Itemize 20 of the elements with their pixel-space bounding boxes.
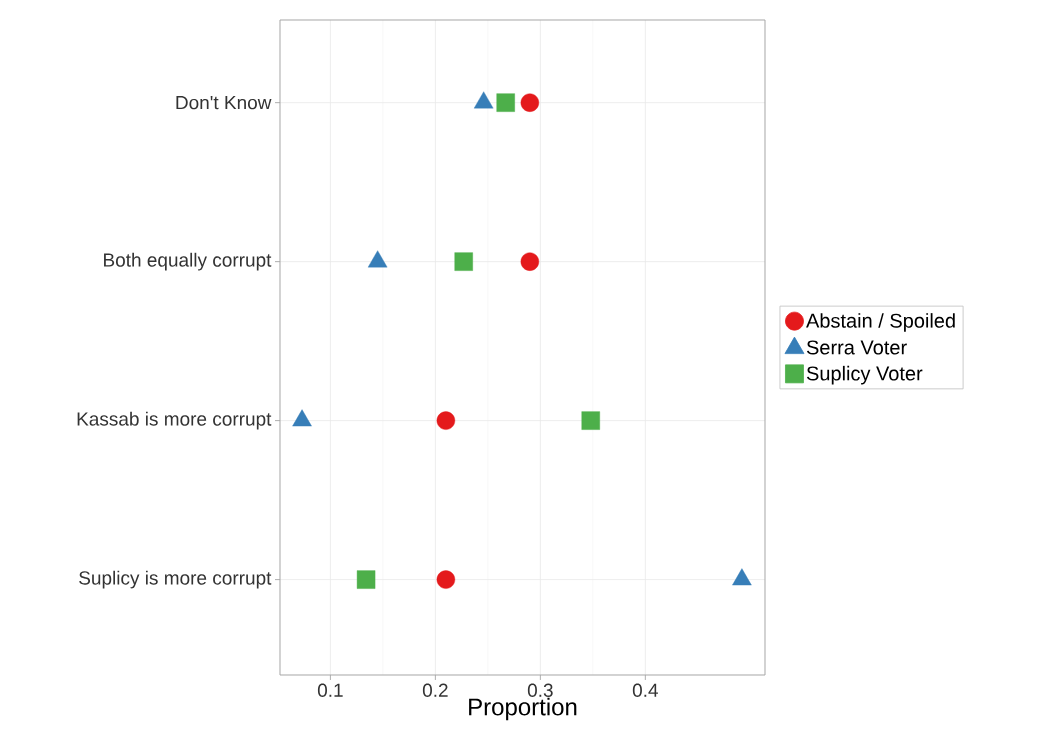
- legend-label: Suplicy Voter: [806, 365, 923, 385]
- x-axis-title: Proportion: [469, 697, 577, 721]
- x-tick-label: 0.2: [422, 683, 448, 697]
- legend-label: Abstain / Spoiled: [806, 313, 955, 332]
- y-tick-label: Both equally corrupt: [104, 252, 272, 271]
- y-tick-label: Don't Know: [176, 96, 272, 110]
- point: [520, 93, 540, 112]
- point: [436, 411, 456, 430]
- point: [496, 93, 515, 112]
- y-tick-label: Suplicy is more corrupt: [79, 570, 272, 589]
- point: [436, 570, 456, 589]
- x-tick-label: 0.4: [632, 683, 658, 697]
- point: [520, 252, 540, 271]
- y-tick-label: Kassab is more corrupt: [77, 411, 272, 430]
- x-tick-label: 0.3: [527, 683, 553, 697]
- point: [356, 570, 376, 589]
- legend-label: Serra Voter: [806, 340, 907, 355]
- point: [581, 411, 600, 430]
- x-tick-label: 0.1: [317, 683, 343, 697]
- point: [454, 252, 473, 271]
